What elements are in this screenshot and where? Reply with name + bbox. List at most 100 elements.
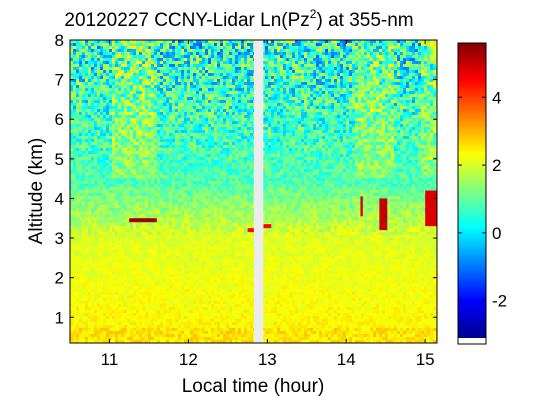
heatmap-cell xyxy=(214,253,217,256)
heatmap-cell xyxy=(130,190,133,193)
heatmap-cell xyxy=(118,100,121,103)
heatmap-cell xyxy=(148,214,151,217)
heatmap-cell xyxy=(130,250,133,253)
heatmap-cell xyxy=(184,133,187,136)
heatmap-cell xyxy=(211,154,214,157)
heatmap-cell xyxy=(181,259,184,262)
heatmap-cell xyxy=(154,58,157,61)
heatmap-cell xyxy=(70,310,73,313)
heatmap-cell xyxy=(88,271,91,274)
heatmap-cell xyxy=(103,181,106,184)
heatmap-cell xyxy=(73,181,76,184)
heatmap-cell xyxy=(142,193,145,196)
heatmap-cell xyxy=(130,115,133,118)
heatmap-cell xyxy=(124,241,127,244)
heatmap-cell xyxy=(178,160,181,163)
heatmap-cell xyxy=(139,205,142,208)
heatmap-cell xyxy=(103,151,106,154)
heatmap-cell xyxy=(163,112,166,115)
heatmap-cell xyxy=(73,262,76,265)
heatmap-cell xyxy=(148,49,151,52)
heatmap-cell xyxy=(187,190,190,193)
heatmap-cell xyxy=(76,184,79,187)
heatmap-cell xyxy=(76,43,79,46)
heatmap-cell xyxy=(199,55,202,58)
heatmap-cell xyxy=(124,73,127,76)
heatmap-cell xyxy=(172,79,175,82)
heatmap-cell xyxy=(178,256,181,259)
heatmap-cell xyxy=(178,325,181,328)
heatmap-cell xyxy=(73,247,76,250)
heatmap-cell xyxy=(154,109,157,112)
heatmap-cell xyxy=(109,91,112,94)
heatmap-cell xyxy=(115,142,118,145)
heatmap-cell xyxy=(151,163,154,166)
heatmap-cell xyxy=(112,226,115,229)
heatmap-cell xyxy=(202,184,205,187)
heatmap-cell xyxy=(175,73,178,76)
heatmap-cell xyxy=(175,88,178,91)
heatmap-cell xyxy=(172,160,175,163)
heatmap-cell xyxy=(169,64,172,67)
heatmap-cell xyxy=(85,196,88,199)
heatmap-cell xyxy=(103,253,106,256)
heatmap-cell xyxy=(139,175,142,178)
heatmap-cell xyxy=(115,163,118,166)
heatmap-cell xyxy=(145,205,148,208)
heatmap-cell xyxy=(169,55,172,58)
heatmap-cell xyxy=(211,121,214,124)
heatmap-cell xyxy=(109,43,112,46)
heatmap-cell xyxy=(169,43,172,46)
heatmap-cell xyxy=(187,64,190,67)
heatmap-cell xyxy=(214,160,217,163)
heatmap-cell xyxy=(169,184,172,187)
heatmap-cell xyxy=(121,100,124,103)
heatmap-cell xyxy=(85,160,88,163)
heatmap-cell xyxy=(106,124,109,127)
heatmap-cell xyxy=(76,154,79,157)
heatmap-cell xyxy=(157,97,160,100)
heatmap-cell xyxy=(118,220,121,223)
heatmap-cell xyxy=(145,46,148,49)
heatmap-cell xyxy=(139,88,142,91)
heatmap-cell xyxy=(199,202,202,205)
heatmap-cell xyxy=(91,316,94,319)
heatmap-cell xyxy=(130,331,133,334)
heatmap-cell xyxy=(193,166,196,169)
heatmap-cell xyxy=(184,106,187,109)
heatmap-cell xyxy=(199,238,202,241)
heatmap-cell xyxy=(130,97,133,100)
heatmap-cell xyxy=(190,70,193,73)
heatmap-cell xyxy=(124,40,127,43)
heatmap-cell xyxy=(214,298,217,301)
heatmap-cell xyxy=(115,154,118,157)
heatmap-cell xyxy=(76,79,79,82)
heatmap-cell xyxy=(79,175,82,178)
heatmap-cell xyxy=(100,130,103,133)
heatmap-cell xyxy=(76,331,79,334)
heatmap-cell xyxy=(94,193,97,196)
heatmap-cell xyxy=(214,217,217,220)
heatmap-cell xyxy=(142,319,145,322)
heatmap-cell xyxy=(136,52,139,55)
heatmap-cell xyxy=(118,223,121,226)
heatmap-cell xyxy=(169,115,172,118)
heatmap-cell xyxy=(106,289,109,292)
heatmap-cell xyxy=(154,154,157,157)
heatmap-cell xyxy=(94,253,97,256)
heatmap-cell xyxy=(187,211,190,214)
heatmap-cell xyxy=(76,73,79,76)
heatmap-cell xyxy=(190,145,193,148)
heatmap-cell xyxy=(70,145,73,148)
heatmap-cell xyxy=(154,274,157,277)
heatmap-cell xyxy=(157,52,160,55)
heatmap-cell xyxy=(181,163,184,166)
heatmap-cell xyxy=(208,220,211,223)
heatmap-cell xyxy=(109,262,112,265)
heatmap-cell xyxy=(163,157,166,160)
heatmap-cell xyxy=(196,265,199,268)
heatmap-cell xyxy=(163,247,166,250)
heatmap-cell xyxy=(109,181,112,184)
heatmap-cell xyxy=(91,46,94,49)
heatmap-cell xyxy=(130,202,133,205)
